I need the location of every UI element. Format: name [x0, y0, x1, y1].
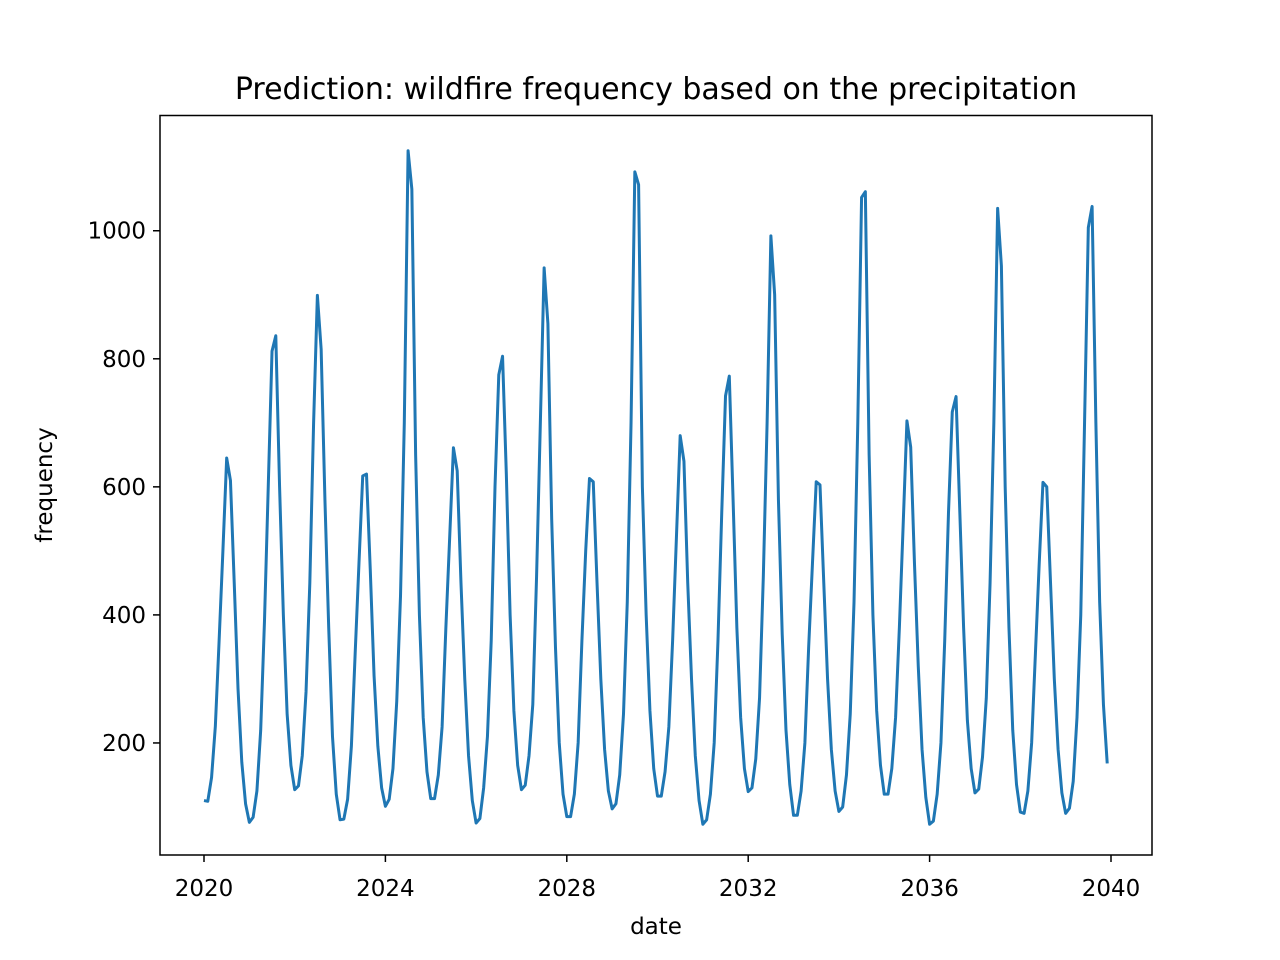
- x-tick-label: 2024: [356, 876, 415, 902]
- series-line-frequency: [203, 149, 1109, 826]
- y-tick-label: 1000: [87, 219, 146, 245]
- x-axis-ticks: 2020 2024 2028 2032 2036 2040: [175, 855, 1141, 902]
- y-tick-label: 400: [102, 603, 146, 629]
- x-tick-label: 2032: [719, 876, 778, 902]
- y-tick-label: 200: [102, 731, 146, 757]
- y-tick-label: 600: [102, 475, 146, 501]
- x-tick-label: 2036: [900, 876, 959, 902]
- x-tick-label: 2020: [175, 876, 234, 902]
- plot-area-frame: [159, 114, 1153, 856]
- x-tick-label: 2028: [538, 876, 597, 902]
- x-axis-label: date: [630, 914, 682, 940]
- x-tick-label: 2040: [1082, 876, 1141, 902]
- y-axis-ticks: 200 400 600 800 1000: [87, 219, 160, 757]
- y-tick-label: 800: [102, 347, 146, 373]
- y-axis-label: frequency: [32, 427, 58, 542]
- chart-title: Prediction: wildfire frequency based on …: [235, 72, 1077, 107]
